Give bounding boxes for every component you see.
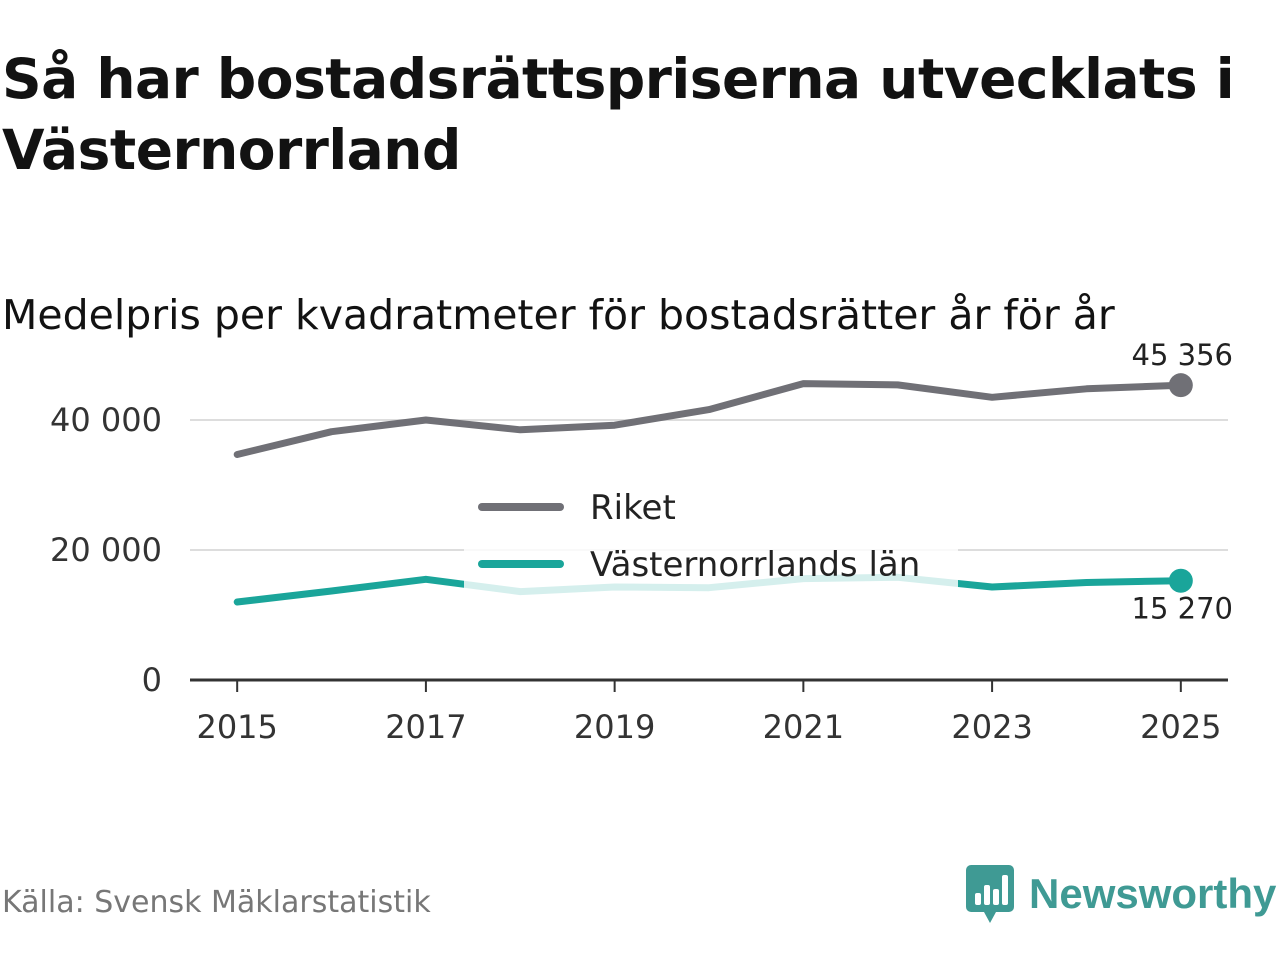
chart-title: Så har bostadsrättspriserna utvecklats i… xyxy=(2,47,1235,182)
end-label-riket: 45 356 xyxy=(1132,338,1233,372)
y-tick-label: 20 000 xyxy=(50,531,162,569)
end-point-lan xyxy=(1168,568,1193,593)
data-labels: 45 356 15 270 xyxy=(1132,338,1233,626)
x-tick-label: 2023 xyxy=(951,708,1032,746)
x-tick-label: 2015 xyxy=(196,708,277,746)
x-tick-label: 2019 xyxy=(574,708,655,746)
y-tick-label: 40 000 xyxy=(50,401,162,439)
x-tick-label: 2017 xyxy=(385,708,466,746)
source-note: Källa: Svensk Mäklarstatistik xyxy=(2,885,431,920)
newsworthy-logo-icon xyxy=(966,865,1014,923)
brand-name: Newsworthy xyxy=(1029,870,1277,917)
end-label-lan: 15 270 xyxy=(1132,592,1233,626)
axes: 0 20 000 40 000 2015 2017 2019 2021 2023 2025 xyxy=(50,401,1228,746)
legend-label-riket: Riket xyxy=(590,488,676,528)
series-line-riket xyxy=(233,380,1185,458)
x-tick-label: 2025 xyxy=(1140,708,1221,746)
y-tick-label: 0 xyxy=(142,661,162,699)
legend-label-lan: Västernorrlands län xyxy=(590,545,920,585)
brand: Newsworthy xyxy=(965,862,1276,926)
end-point-riket xyxy=(1168,373,1193,398)
legend-background xyxy=(464,478,958,602)
chart-subtitle: Medelpris per kvadratmeter för bostadsrä… xyxy=(2,291,1115,339)
legend: Riket Västernorrlands län xyxy=(464,478,958,602)
x-tick-label: 2021 xyxy=(763,708,844,746)
